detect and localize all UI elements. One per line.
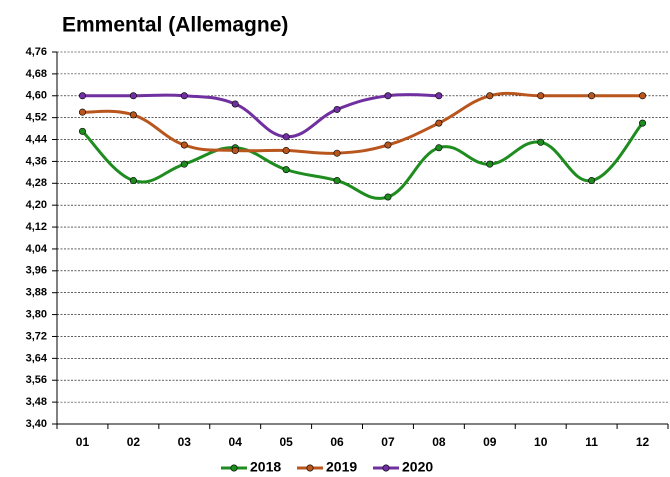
x-tick-label: 01 [76, 435, 90, 449]
y-tick-label: 3,40 [26, 418, 47, 430]
point [384, 92, 392, 100]
point [333, 149, 341, 157]
point [384, 193, 392, 201]
series-line [82, 93, 439, 139]
y-tick-label: 3,48 [26, 396, 47, 408]
y-tick-label: 4,68 [26, 68, 47, 80]
x-tick-label: 11 [585, 435, 598, 449]
y-tick-label: 3,56 [26, 374, 47, 386]
point [537, 138, 545, 146]
point [333, 105, 341, 113]
y-tick-label: 4,52 [26, 112, 47, 124]
point [486, 92, 494, 100]
y-tick-label: 4,28 [26, 177, 47, 189]
point [78, 127, 86, 135]
x-tick-label: 06 [330, 435, 344, 449]
x-tick-label: 10 [534, 435, 548, 449]
point [486, 160, 494, 168]
point [537, 92, 545, 100]
point [333, 177, 341, 185]
x-tick-label: 03 [178, 435, 192, 449]
x-tick-label: 07 [381, 435, 395, 449]
point [435, 144, 443, 152]
chart-title: Emmental (Allemagne) [62, 14, 288, 37]
legend-marker [230, 464, 238, 472]
point [231, 100, 239, 108]
legend-label: 2019 [326, 459, 357, 475]
y-tick-label: 3,96 [26, 265, 47, 277]
legend-marker [306, 464, 314, 472]
point [435, 92, 443, 100]
point [639, 92, 647, 100]
point [180, 160, 188, 168]
point [129, 111, 137, 119]
y-tick-label: 4,36 [26, 155, 47, 167]
y-tick-label: 3,80 [26, 308, 47, 320]
x-tick-label: 04 [229, 435, 243, 449]
point [129, 92, 137, 100]
y-tick-label: 4,04 [26, 243, 48, 255]
point [384, 141, 392, 149]
legend-label: 2020 [402, 459, 433, 475]
y-tick-label: 3,64 [26, 352, 48, 364]
y-tick-label: 3,72 [26, 330, 47, 342]
y-tick-label: 4,20 [26, 199, 47, 211]
x-tick-label: 08 [432, 435, 446, 449]
point [78, 108, 86, 116]
point [588, 92, 596, 100]
point [282, 166, 290, 174]
legend-label: 2018 [250, 459, 281, 475]
point [78, 92, 86, 100]
point [180, 92, 188, 100]
point [282, 146, 290, 154]
y-tick-label: 4,60 [26, 90, 47, 102]
legend-marker [382, 464, 390, 472]
point [639, 119, 647, 127]
point [435, 119, 443, 127]
y-tick-label: 3,88 [26, 287, 47, 299]
point [282, 133, 290, 141]
y-tick-label: 4,44 [26, 133, 48, 145]
x-tick-label: 02 [127, 435, 141, 449]
x-tick-label: 05 [279, 435, 293, 449]
point [231, 146, 239, 154]
x-tick-label: 09 [483, 435, 497, 449]
point [588, 177, 596, 185]
y-tick-label: 4,76 [26, 46, 47, 58]
series-line [82, 91, 643, 155]
y-tick-label: 4,12 [26, 221, 47, 233]
x-tick-label: 12 [636, 435, 650, 449]
point [180, 141, 188, 149]
point [129, 177, 137, 185]
